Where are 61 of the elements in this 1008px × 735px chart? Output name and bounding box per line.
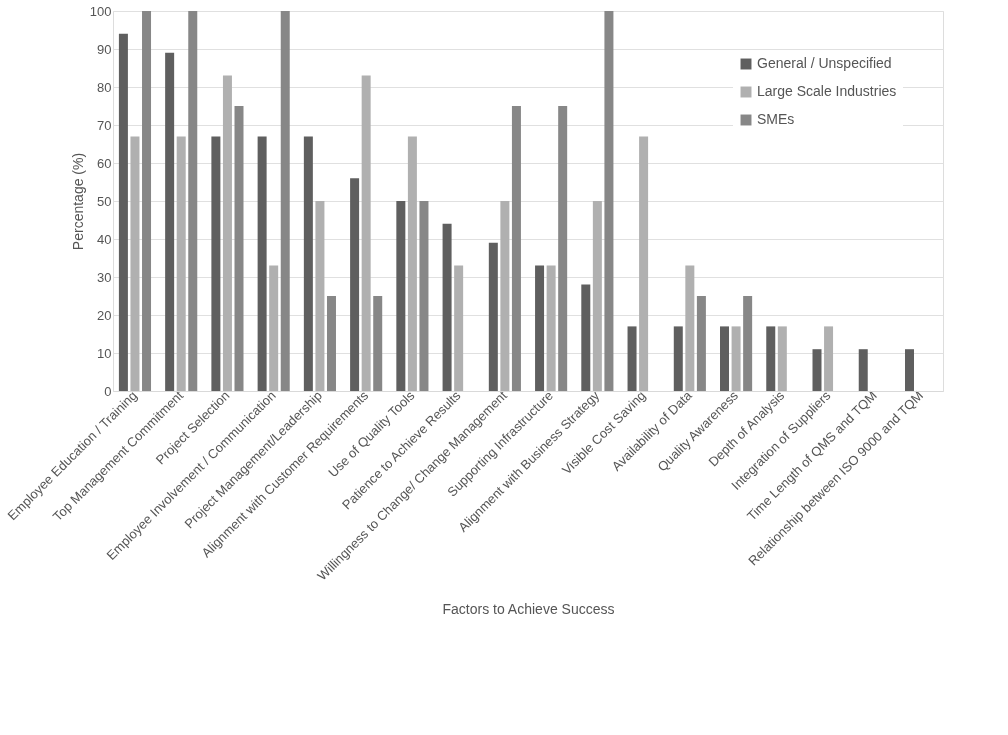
bar [696, 296, 706, 391]
y-tick-label: 20 [97, 307, 112, 323]
y-tick-label: 50 [97, 193, 112, 209]
y-tick-label: 70 [97, 117, 112, 133]
bar [211, 136, 221, 391]
bar [766, 326, 776, 391]
y-tick-label: 100 [89, 3, 112, 19]
bar [130, 136, 140, 391]
bar [777, 326, 787, 391]
bar [118, 33, 128, 391]
bar [350, 178, 360, 391]
bar [558, 106, 568, 391]
bar [257, 136, 267, 391]
bar [442, 223, 452, 391]
bar [500, 201, 510, 391]
bar [824, 326, 834, 391]
bar [222, 75, 232, 391]
x-axis-title: Factors to Achieve Success [442, 601, 615, 618]
y-tick-label: 60 [97, 155, 112, 171]
y-tick-label: 40 [97, 231, 112, 247]
legend-label: Large Scale Industries [757, 83, 897, 99]
y-tick-label: 30 [97, 269, 112, 285]
y-tick-label: 90 [97, 41, 112, 57]
bar [373, 296, 383, 391]
bar [315, 201, 325, 391]
bar [142, 11, 152, 391]
bar [535, 265, 545, 391]
y-axis-title: Percentage (%) [69, 152, 86, 251]
bar [176, 136, 186, 391]
bar [604, 11, 614, 391]
legend-label: General / Unspecified [757, 55, 892, 71]
bar [627, 326, 637, 391]
bar [454, 265, 464, 391]
bar [269, 265, 279, 391]
bar [812, 349, 822, 391]
bar [396, 201, 406, 391]
bar [361, 75, 371, 391]
bar [673, 326, 683, 391]
bar [419, 201, 429, 391]
bar [592, 201, 602, 391]
bar [546, 265, 556, 391]
y-tick-label: 10 [97, 345, 112, 361]
bar [858, 349, 868, 391]
bar [581, 284, 591, 391]
bar [326, 296, 336, 391]
bar [488, 242, 498, 391]
bar [731, 326, 741, 391]
bar [743, 296, 753, 391]
bar [720, 326, 730, 391]
y-tick-label: 80 [97, 79, 112, 95]
legend-label: SMEs [757, 111, 795, 127]
bar [188, 11, 198, 391]
bar [904, 349, 914, 391]
bar [303, 136, 313, 391]
bar [165, 52, 175, 391]
bar [685, 265, 695, 391]
bar [511, 106, 521, 391]
bar [234, 106, 244, 391]
bar [407, 136, 417, 391]
bar [639, 136, 649, 391]
bar [280, 11, 290, 391]
